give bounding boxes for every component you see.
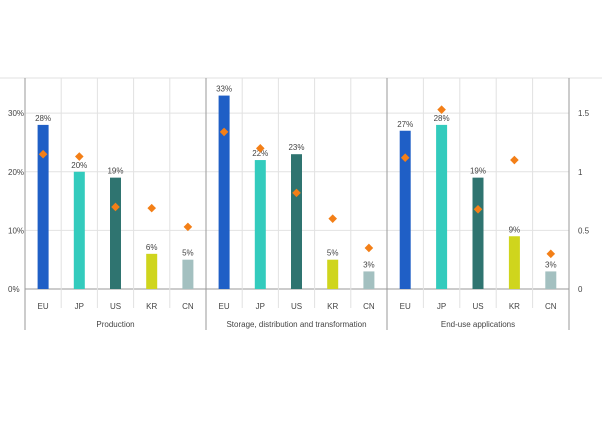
right-axis-tick-label: 1	[578, 168, 583, 177]
diamond-marker	[219, 127, 229, 137]
left-axis-tick-label: 20%	[8, 168, 24, 177]
left-axis-tick-label: 0%	[8, 285, 20, 294]
right-axis-tick-label: 0	[578, 285, 583, 294]
right-axis-tick-label: 1.5	[578, 109, 590, 118]
category-tick-label: KR	[146, 302, 157, 311]
diamond-marker	[510, 155, 519, 165]
bar-value-label: 6%	[146, 243, 158, 252]
bar-cn	[182, 259, 194, 289]
group-label: Storage, distribution and transformation	[226, 320, 366, 329]
category-tick-label: US	[291, 302, 302, 311]
diamond-marker	[364, 243, 374, 253]
bar-cn	[363, 271, 375, 289]
bar-us	[291, 154, 302, 289]
bar-value-label: 3%	[363, 260, 375, 269]
category-tick-label: JP	[256, 302, 265, 311]
diamond-marker	[111, 202, 120, 212]
diamond-marker	[147, 203, 156, 213]
category-tick-label: KR	[327, 302, 338, 311]
diamond-marker	[75, 152, 84, 161]
bar-value-label: 23%	[288, 143, 304, 152]
left-axis-tick-label: 30%	[8, 109, 24, 118]
diamond-marker	[328, 214, 337, 223]
category-tick-label: JP	[437, 302, 446, 311]
diamond-marker	[38, 149, 48, 159]
bar-value-label: 28%	[434, 114, 450, 123]
bar-eu	[37, 124, 49, 289]
bar-kr	[327, 259, 339, 289]
bar-jp	[254, 160, 266, 289]
right-axis-tick-label: 0.5	[578, 226, 590, 235]
bar-value-label: 5%	[327, 249, 339, 258]
category-tick-label: CN	[182, 302, 194, 311]
bar-us	[472, 177, 484, 289]
left-axis-tick-label: 10%	[8, 226, 24, 235]
bar-value-label: 33%	[216, 85, 232, 94]
category-tick-label: EU	[38, 302, 49, 311]
category-tick-label: KR	[509, 302, 520, 311]
diamond-marker	[546, 249, 556, 259]
diamond-marker	[292, 188, 301, 198]
category-tick-label: US	[472, 302, 483, 311]
category-tick-label: CN	[545, 302, 557, 311]
bar-cn	[545, 271, 557, 289]
bar-value-label: 19%	[107, 167, 123, 176]
bar-us	[110, 177, 121, 289]
category-tick-label: US	[110, 302, 121, 311]
bar-kr	[508, 236, 520, 289]
category-tick-label: JP	[75, 302, 84, 311]
group-label: End-use applications	[441, 320, 515, 329]
bar-eu	[218, 95, 230, 289]
bar-value-label: 27%	[397, 120, 413, 129]
diamond-marker	[256, 144, 265, 153]
bar-value-label: 28%	[35, 114, 51, 123]
bar-value-label: 20%	[71, 161, 87, 170]
diamond-marker	[473, 204, 483, 214]
diamond-marker	[183, 222, 193, 232]
diamond-marker	[437, 105, 446, 114]
category-tick-label: EU	[219, 302, 230, 311]
group-label: Production	[96, 320, 134, 329]
bar-value-label: 9%	[509, 225, 521, 234]
bar-value-label: 3%	[545, 260, 557, 269]
bar-value-label: 22%	[252, 149, 268, 158]
bar-jp	[73, 171, 85, 289]
bar-eu	[399, 130, 411, 289]
bar-value-label: 19%	[470, 167, 486, 176]
category-tick-label: CN	[363, 302, 375, 311]
bar-jp	[436, 124, 448, 289]
bar-value-label: 5%	[182, 249, 194, 258]
diamond-marker	[400, 153, 410, 163]
bar-kr	[146, 253, 158, 289]
category-tick-label: EU	[400, 302, 411, 311]
